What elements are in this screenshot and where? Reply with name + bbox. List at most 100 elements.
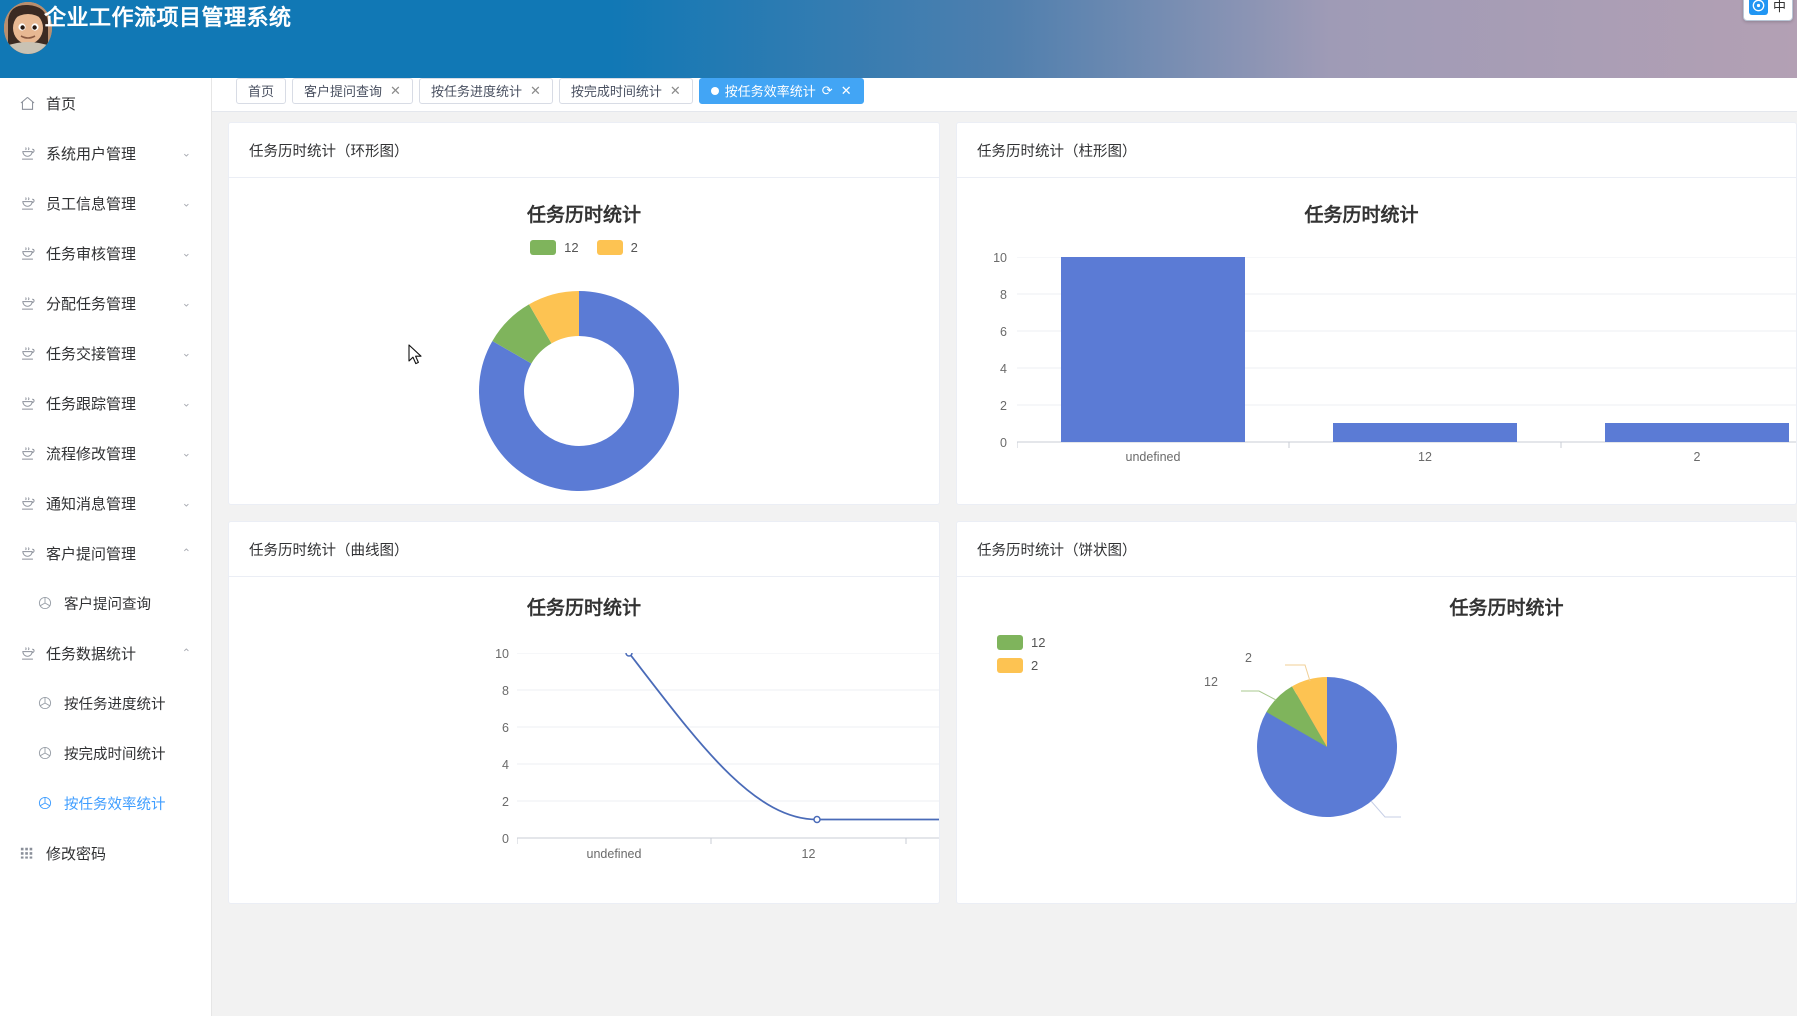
chevron-down-icon: ⌄ xyxy=(181,297,191,310)
sidebar-item-1[interactable]: 系统用户管理 ⌄ xyxy=(0,128,211,178)
content-area: 任务历时统计（环形图） 任务历时统计 12 2 xyxy=(212,112,1797,1016)
cup-icon xyxy=(16,396,38,411)
tab-label: 客户提问查询 xyxy=(304,84,383,99)
sidebar-item-14[interactable]: 按任务效率统计 xyxy=(0,778,211,828)
tab-2[interactable]: 按任务进度统计 ✕ xyxy=(418,77,553,104)
card-doughnut-body: 任务历时统计 12 2 xyxy=(229,178,939,504)
sidebar-item-label: 客户提问管理 xyxy=(46,545,137,563)
sidebar-item-label: 系统用户管理 xyxy=(46,145,137,163)
close-icon[interactable]: ✕ xyxy=(840,82,852,98)
cup-icon xyxy=(16,246,38,261)
card-line-header: 任务历时统计（曲线图） xyxy=(229,522,939,577)
chevron-up-icon: ⌃ xyxy=(181,547,191,560)
line-ytick: 4 xyxy=(502,758,509,772)
line-ytick: 6 xyxy=(502,721,509,735)
doughnut-chart-svg[interactable] xyxy=(429,271,729,505)
tab-1[interactable]: 客户提问查询 ✕ xyxy=(292,77,413,104)
close-icon[interactable]: ✕ xyxy=(669,82,681,98)
wheel-icon xyxy=(34,796,56,810)
chevron-down-icon: ⌄ xyxy=(181,447,191,460)
tab-3[interactable]: 按完成时间统计 ✕ xyxy=(558,77,693,104)
sidebar-item-label: 按任务进度统计 xyxy=(64,696,166,713)
cup-icon xyxy=(16,296,38,311)
tab-4[interactable]: 按任务效率统计 ⟳ ✕ xyxy=(698,77,864,104)
pie-legend[interactable]: 12 2 xyxy=(997,635,1045,673)
bar-ytick: 0 xyxy=(1000,436,1007,450)
sidebar-item-label: 修改密码 xyxy=(46,845,107,863)
wheel-icon xyxy=(34,746,56,760)
sidebar-item-0[interactable]: 首页 xyxy=(0,78,211,128)
legend-entry[interactable]: 12 xyxy=(997,635,1045,650)
card-pie-header: 任务历时统计（饼状图） xyxy=(957,522,1796,577)
sidebar-item-4[interactable]: 分配任务管理 ⌄ xyxy=(0,278,211,328)
card-line-body: 任务历时统计 0 2 4 6 8 10 xyxy=(229,577,939,903)
doughnut-legend[interactable]: 12 2 xyxy=(229,240,939,255)
legend-swatch-green xyxy=(530,240,557,255)
legend-entry[interactable]: 12 xyxy=(530,240,579,255)
line-ytick: 10 xyxy=(495,647,509,661)
legend-swatch-yellow xyxy=(596,240,623,255)
chevron-down-icon: ⌄ xyxy=(181,197,191,210)
sidebar-item-3[interactable]: 任务审核管理 ⌄ xyxy=(0,228,211,278)
legend-label: 2 xyxy=(1031,658,1039,673)
sidebar-item-12[interactable]: 按任务进度统计 xyxy=(0,678,211,728)
line-xtick: undefined xyxy=(586,847,642,861)
card-bar: 任务历时统计（柱形图） 任务历时统计 0 2 4 6 8 10 xyxy=(956,122,1797,505)
pie-slice-label-12: 12 xyxy=(1204,675,1218,689)
cup-icon xyxy=(16,346,38,361)
wheel-icon xyxy=(34,696,56,710)
sidebar[interactable]: 首页 系统用户管理 ⌄ 员工信息管理 ⌄ 任务审核管理 ⌄ 分配任务管理 ⌄ 任务交接管理 ⌄ 任务跟… xyxy=(0,78,212,1016)
bar-12 xyxy=(1333,423,1517,442)
bar-chart-title: 任务历时统计 xyxy=(1304,205,1419,226)
sidebar-item-label: 首页 xyxy=(46,95,77,113)
line-chart-title: 任务历时统计 xyxy=(526,598,641,619)
pie-chart-svg[interactable] xyxy=(1167,637,1467,867)
legend-swatch-yellow xyxy=(997,658,1023,673)
legend-entry[interactable]: 2 xyxy=(596,240,638,255)
line-point xyxy=(625,653,633,657)
cup-icon xyxy=(16,496,38,511)
sidebar-item-9[interactable]: 客户提问管理 ⌃ xyxy=(0,528,211,578)
legend-entry[interactable]: 2 xyxy=(997,658,1045,673)
sidebar-item-label: 通知消息管理 xyxy=(46,495,137,513)
grid-icon xyxy=(16,846,38,860)
charts-grid: 任务历时统计（环形图） 任务历时统计 12 2 xyxy=(228,122,1797,904)
sidebar-item-7[interactable]: 流程修改管理 ⌄ xyxy=(0,428,211,478)
cup-icon xyxy=(16,546,38,561)
sidebar-item-11[interactable]: 任务数据统计 ⌃ xyxy=(0,628,211,678)
bar-ytick: 6 xyxy=(1000,325,1007,339)
sidebar-item-10[interactable]: 客户提问查询 xyxy=(0,578,211,628)
sidebar-item-13[interactable]: 按完成时间统计 xyxy=(0,728,211,778)
line-xtick: 2 xyxy=(906,847,939,861)
sidebar-item-2[interactable]: 员工信息管理 ⌄ xyxy=(0,178,211,228)
sidebar-item-8[interactable]: 通知消息管理 ⌄ xyxy=(0,478,211,528)
tab-label: 按任务效率统计 xyxy=(724,84,816,99)
bar-chart-svg[interactable] xyxy=(1017,257,1797,467)
legend-swatch-green xyxy=(997,635,1023,650)
close-icon[interactable]: ✕ xyxy=(529,82,541,98)
sidebar-item-5[interactable]: 任务交接管理 ⌄ xyxy=(0,328,211,378)
bar-ytick: 2 xyxy=(1000,399,1007,413)
sidebar-item-6[interactable]: 任务跟踪管理 ⌄ xyxy=(0,378,211,428)
avatar[interactable] xyxy=(4,2,52,54)
ime-mode-icon xyxy=(1748,0,1768,15)
ime-indicator[interactable]: 中 xyxy=(1742,0,1793,21)
line-point xyxy=(813,815,821,824)
ime-glyph-icon xyxy=(1752,0,1765,12)
sidebar-item-15[interactable]: 修改密码 xyxy=(0,828,211,878)
sidebar-item-label: 按完成时间统计 xyxy=(64,746,166,763)
sidebar-item-label: 任务交接管理 xyxy=(46,345,137,363)
cup-icon xyxy=(16,646,38,661)
cup-icon xyxy=(16,446,38,461)
sidebar-item-label: 流程修改管理 xyxy=(46,445,137,463)
line-chart-svg[interactable] xyxy=(517,653,940,853)
legend-label: 2 xyxy=(630,240,638,255)
close-icon[interactable]: ✕ xyxy=(390,82,401,98)
tab-label: 按任务进度统计 xyxy=(430,84,522,99)
refresh-icon[interactable]: ⟳ xyxy=(821,82,833,98)
tab-label: 首页 xyxy=(248,84,275,99)
wheel-icon xyxy=(34,596,56,610)
tab-0[interactable]: 首页 xyxy=(236,77,287,104)
pie-slice-label-2: 2 xyxy=(1245,651,1252,665)
line-ytick: 8 xyxy=(502,684,509,698)
